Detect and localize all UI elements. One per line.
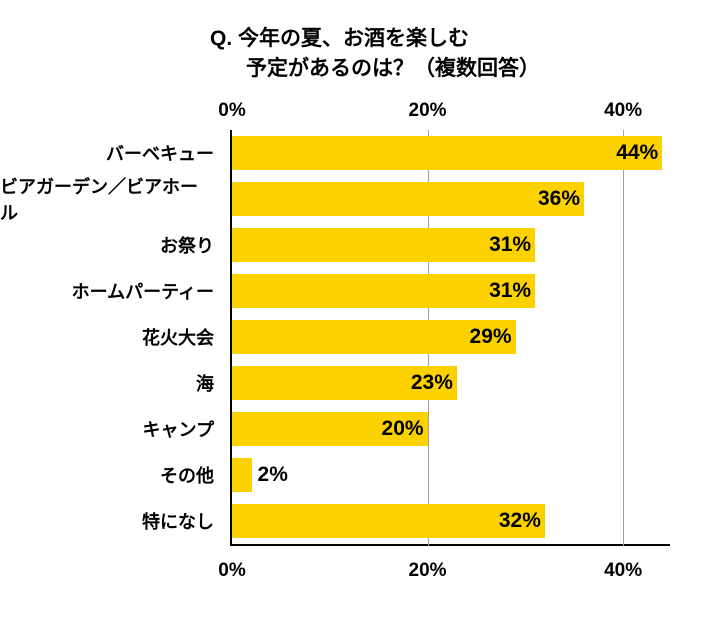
x-tick-top: 0%	[202, 100, 262, 122]
bar-value-label: 32%	[485, 498, 541, 544]
chart-row: ビアガーデン／ビアホール 36%	[0, 176, 722, 222]
category-label: バーベキュー	[0, 130, 222, 176]
x-tick-bottom: 20%	[398, 560, 458, 582]
bar	[232, 458, 252, 492]
bar-value-label: 23%	[397, 360, 453, 406]
bar-value-label: 2%	[258, 452, 288, 498]
x-tick-bottom: 40%	[593, 560, 653, 582]
chart-title: Q. 今年の夏、お酒を楽しむ 予定があるのは？（複数回答）	[210, 24, 722, 85]
chart-row: その他 2%	[0, 452, 722, 498]
bar-value-label: 36%	[524, 176, 580, 222]
chart-row: お祭り 31%	[0, 222, 722, 268]
bar-value-label: 31%	[475, 268, 531, 314]
bar-value-label: 31%	[475, 222, 531, 268]
category-label: その他	[0, 452, 222, 498]
chart-row: バーベキュー 44%	[0, 130, 722, 176]
chart-row: ホームパーティー 31%	[0, 268, 722, 314]
bar	[232, 136, 662, 170]
category-label: 特になし	[0, 498, 222, 544]
chart-row: キャンプ 20%	[0, 406, 722, 452]
category-label: ホームパーティー	[0, 268, 222, 314]
bar-value-label: 20%	[368, 406, 424, 452]
bar-value-label: 44%	[602, 130, 658, 176]
category-label: 花火大会	[0, 314, 222, 360]
chart-row: 特になし 32%	[0, 498, 722, 544]
category-label: お祭り	[0, 222, 222, 268]
category-label: 海	[0, 360, 222, 406]
x-tick-bottom: 0%	[202, 560, 262, 582]
chart-container: Q. 今年の夏、お酒を楽しむ 予定があるのは？（複数回答） 0% 20% 40% バ…	[0, 0, 722, 620]
category-label: ビアガーデン／ビアホール	[0, 176, 222, 222]
x-tick-top: 20%	[398, 100, 458, 122]
chart-row: 花火大会 29%	[0, 314, 722, 360]
chart-title-line2: 予定があるのは？（複数回答）	[210, 54, 540, 84]
chart-row: 海 23%	[0, 360, 722, 406]
category-label: キャンプ	[0, 406, 222, 452]
x-tick-top: 40%	[593, 100, 653, 122]
chart-title-line1: Q. 今年の夏、お酒を楽しむ	[210, 27, 469, 50]
bar-value-label: 29%	[456, 314, 512, 360]
